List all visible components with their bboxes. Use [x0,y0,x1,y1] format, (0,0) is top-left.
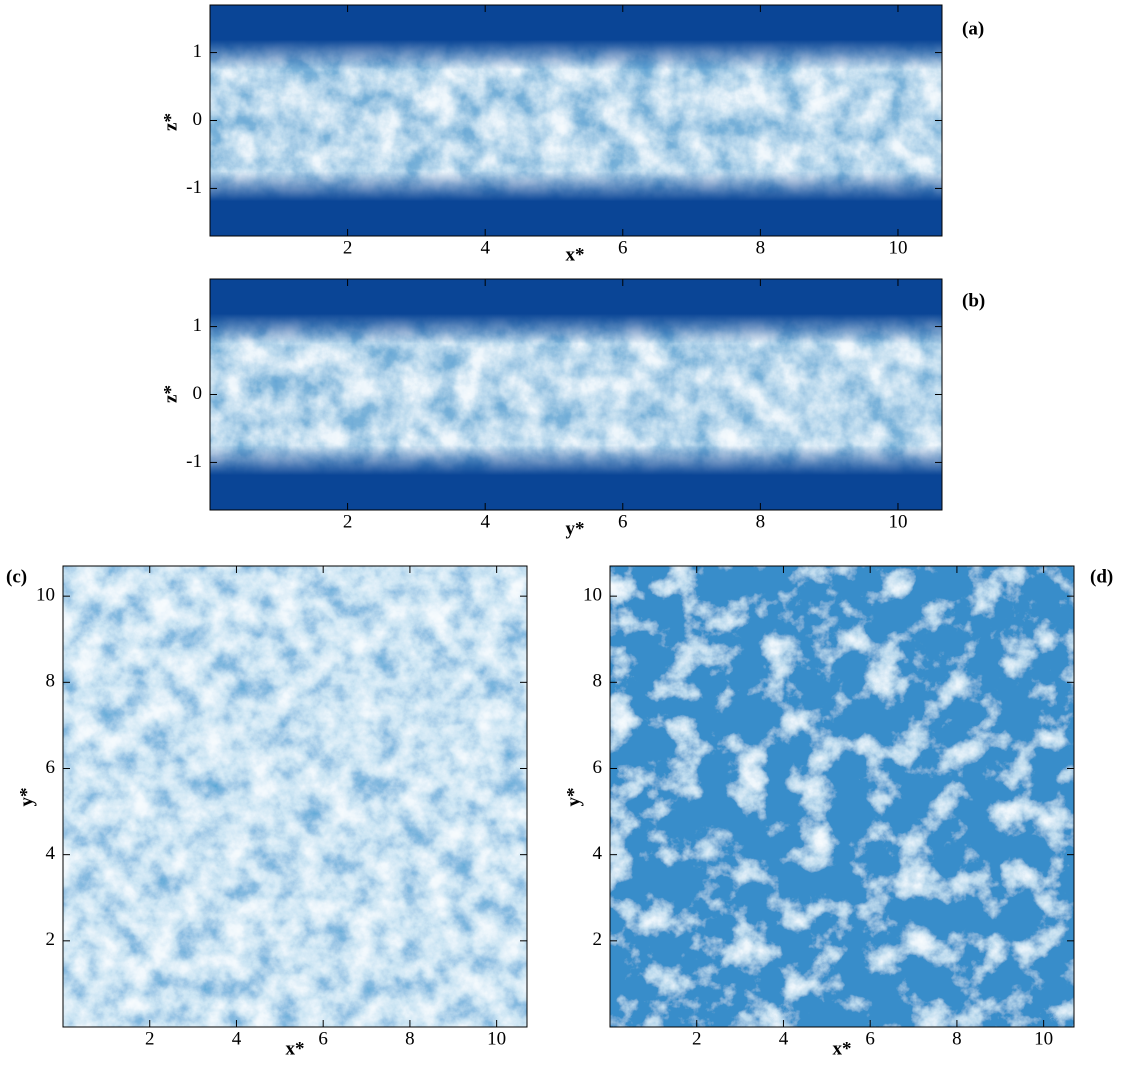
panel-label: (c) [6,566,27,587]
x-tick-label: 8 [952,1028,962,1049]
x-tick-label: 6 [865,1028,875,1049]
x-tick-label: 6 [618,237,628,258]
panel-label: (a) [962,18,984,39]
field [63,566,527,1027]
x-tick-label: 10 [888,237,907,258]
x-tick-label: 2 [145,1028,155,1049]
x-tick-label: 10 [888,511,907,532]
y-tick-label: 4 [46,843,56,864]
x-tick-label: 4 [232,1028,242,1049]
x-tick-label: 10 [1034,1028,1053,1049]
field [210,279,942,510]
y-axis-label: y* [563,788,584,807]
y-tick-label: 2 [46,929,56,950]
y-tick-label: 1 [193,315,203,336]
panel-label: (d) [1090,566,1113,587]
y-tick-label: 10 [583,585,602,606]
x-tick-label: 6 [318,1028,328,1049]
y-tick-label: 8 [46,671,56,692]
y-axis-label: y* [16,788,37,807]
x-tick-label: 2 [692,1028,702,1049]
y-tick-label: 8 [593,671,603,692]
y-tick-label: 6 [593,757,603,778]
y-tick-label: 6 [46,757,56,778]
x-axis-label: x* [286,1038,305,1059]
y-axis-label: z* [160,113,181,131]
frame [609,565,1075,1028]
y-tick-label: -1 [186,177,202,198]
x-tick-label: 8 [756,237,766,258]
x-tick-label: 2 [343,511,353,532]
x-axis-label: x* [566,244,585,265]
frame [62,565,528,1028]
y-tick-label: 0 [193,383,203,404]
y-axis-label: z* [160,385,181,403]
x-tick-label: 4 [480,237,490,258]
panel-label: (b) [962,290,985,311]
x-tick-label: 4 [480,511,490,532]
y-tick-label: 1 [193,41,203,62]
y-tick-label: 2 [593,929,603,950]
y-tick-label: 4 [593,843,603,864]
x-tick-label: 8 [405,1028,415,1049]
x-tick-label: 4 [779,1028,789,1049]
y-tick-label: 0 [193,109,203,130]
x-tick-label: 6 [618,511,628,532]
field [210,5,942,236]
x-tick-label: 8 [756,511,766,532]
x-axis-label: x* [833,1038,852,1059]
x-tick-label: 10 [487,1028,506,1049]
y-tick-label: -1 [186,451,202,472]
y-tick-label: 10 [36,585,55,606]
x-tick-label: 2 [343,237,353,258]
field [610,566,1074,1027]
x-axis-label: y* [566,518,585,539]
